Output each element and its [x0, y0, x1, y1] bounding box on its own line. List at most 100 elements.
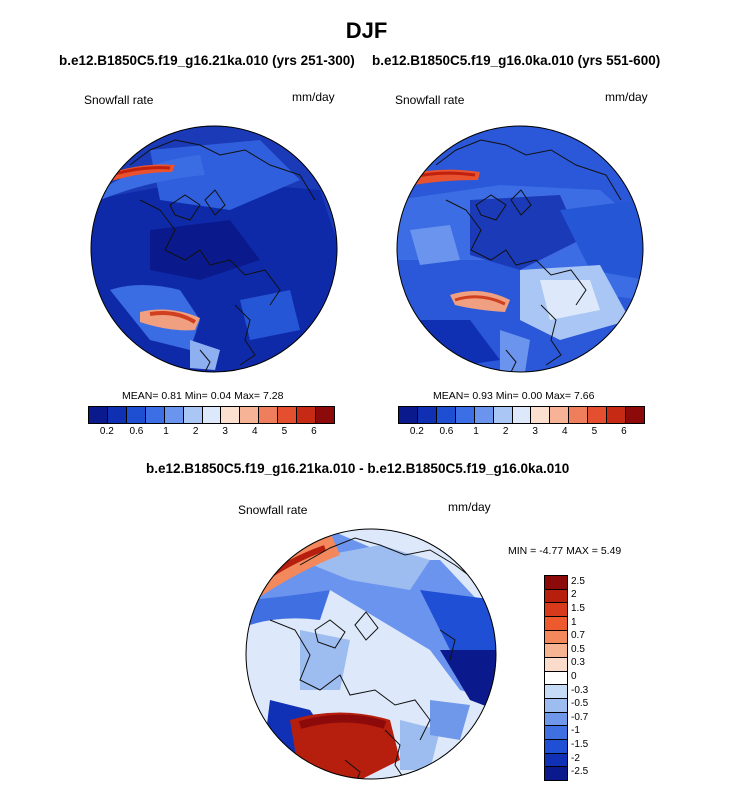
colorbar-tick-label: 5 [281, 426, 288, 437]
colorbar-swatch [126, 407, 146, 423]
colorbar-swatch [183, 407, 203, 423]
colorbar-tick-label: 6 [311, 426, 317, 437]
diff-units: mm/day [448, 500, 491, 514]
colorbar-tick-label: -0.5 [571, 698, 589, 710]
panel-right-units: mm/day [605, 90, 648, 104]
colorbar-swatch [202, 407, 222, 423]
map-right-coastlines [435, 139, 622, 372]
colorbar-swatch [545, 712, 567, 727]
colorbar-swatch [626, 407, 644, 423]
colorbar-tick-label: -1.5 [571, 739, 589, 750]
panel-right-mean: 0.93 [472, 390, 493, 402]
colorbar-right [398, 406, 645, 424]
map-diff-field [246, 529, 496, 779]
colorbar-tick-label: -0.3 [571, 684, 589, 696]
colorbar-tick-label: 0.2 [409, 426, 424, 437]
colorbar-swatch [545, 671, 567, 686]
colorbar-swatch [569, 407, 589, 423]
colorbar-tick-label: -1 [571, 725, 580, 737]
colorbar-swatch [545, 576, 567, 590]
colorbar-tick-label: 1 [473, 426, 479, 437]
colorbar-diff-ticks: 2.5 2 1.5 1 0.7 0.5 0.3 0 -0.3 -0.5 -0.7 -1 -1.5 -2 -2… [571, 575, 611, 779]
panel-left-mean-label: MEAN= [122, 390, 159, 402]
colorbar-swatch [417, 407, 437, 423]
colorbar-tick-label: -2.5 [571, 766, 589, 778]
panel-left-max-label: Max= [234, 390, 261, 402]
colorbar-tick-label: -0.7 [571, 711, 589, 723]
colorbar-swatch [545, 726, 567, 741]
colorbar-swatch [545, 658, 567, 672]
colorbar-swatch [545, 589, 567, 604]
colorbar-swatch [316, 407, 334, 423]
colorbar-left-ticks: 0.2 0.6 1 2 3 4 5 6 [88, 426, 333, 440]
colorbar-swatch [455, 407, 475, 423]
colorbar-swatch [259, 407, 279, 423]
colorbar-tick-label: 5 [591, 426, 598, 437]
colorbar-swatch [493, 407, 513, 423]
colorbar-swatch [545, 617, 567, 631]
map-diff-coastlines [269, 537, 491, 779]
panel-right-stats: MEAN= 0.93 Min= 0.00 Max= 7.66 [433, 390, 594, 402]
colorbar-tick-label: 1 [571, 616, 577, 628]
colorbar-diff [544, 575, 568, 781]
diff-max-label: MAX = [566, 545, 598, 557]
colorbar-tick-label: 0.2 [99, 426, 114, 437]
colorbar-tick-label: 2.5 [571, 575, 585, 587]
colorbar-swatch [399, 407, 418, 423]
colorbar-swatch [164, 407, 184, 423]
panel-left-min-label: Min= [184, 390, 208, 402]
panel-left-variable: Snowfall rate [84, 93, 154, 107]
panel-left-stats: MEAN= 0.81 Min= 0.04 Max= 7.28 [122, 390, 283, 402]
colorbar-swatch [531, 407, 551, 423]
colorbar-tick-label: 1.5 [571, 603, 585, 614]
diff-min: -4.77 [539, 545, 564, 557]
colorbar-swatch [221, 407, 241, 423]
main-title: DJF [345, 18, 388, 43]
colorbar-swatch [145, 407, 165, 423]
colorbar-tick-label: 0.7 [571, 630, 585, 642]
panel-left-title: b.e12.B1850C5.f19_g16.21ka.010 (yrs 251-… [59, 53, 355, 68]
colorbar-swatch [545, 740, 567, 754]
diff-max: 5.49 [600, 545, 622, 557]
colorbar-swatch [588, 407, 608, 423]
panel-right-max-label: Max= [545, 390, 572, 402]
panel-left-mean: 0.81 [161, 390, 182, 402]
colorbar-swatch [107, 407, 127, 423]
colorbar-swatch [436, 407, 456, 423]
colorbar-swatch [550, 407, 570, 423]
panel-left-min: 0.04 [210, 390, 232, 402]
colorbar-tick-label: 0.6 [129, 426, 144, 437]
panel-right-title: b.e12.B1850C5.f19_g16.0ka.010 (yrs 551-6… [372, 53, 661, 68]
colorbar-tick-label: 0.3 [571, 657, 585, 669]
colorbar-tick-label: 6 [621, 426, 627, 437]
diff-stats: MIN = -4.77 MAX = 5.49 [508, 545, 621, 557]
colorbar-tick-label: 4 [252, 426, 258, 437]
colorbar-swatch [240, 407, 260, 423]
panel-right-min: 0.00 [521, 390, 543, 402]
diff-variable: Snowfall rate [238, 503, 308, 517]
colorbar-swatch [278, 407, 298, 423]
colorbar-swatch [545, 767, 567, 781]
colorbar-tick-label: 2 [192, 426, 199, 437]
colorbar-right-ticks: 0.2 0.6 1 2 3 4 5 6 [398, 426, 643, 440]
colorbar-left [88, 406, 335, 424]
colorbar-swatch [545, 644, 567, 659]
colorbar-swatch [474, 407, 494, 423]
colorbar-tick-label: 1 [163, 426, 169, 437]
colorbar-swatch [545, 753, 567, 768]
colorbar-tick-label: 0.6 [439, 426, 454, 437]
colorbar-tick-label: 3 [532, 426, 538, 437]
colorbar-swatch [512, 407, 532, 423]
colorbar-swatch [545, 699, 567, 713]
panel-left-units: mm/day [292, 90, 335, 104]
colorbar-swatch [297, 407, 317, 423]
panel-left-max: 7.28 [262, 390, 284, 402]
diff-min-label: MIN = [508, 545, 537, 557]
map-right-field [397, 126, 643, 372]
colorbar-tick-label: 2 [571, 589, 577, 601]
map-left-coastlines [129, 139, 316, 372]
panel-right-variable: Snowfall rate [395, 93, 465, 107]
